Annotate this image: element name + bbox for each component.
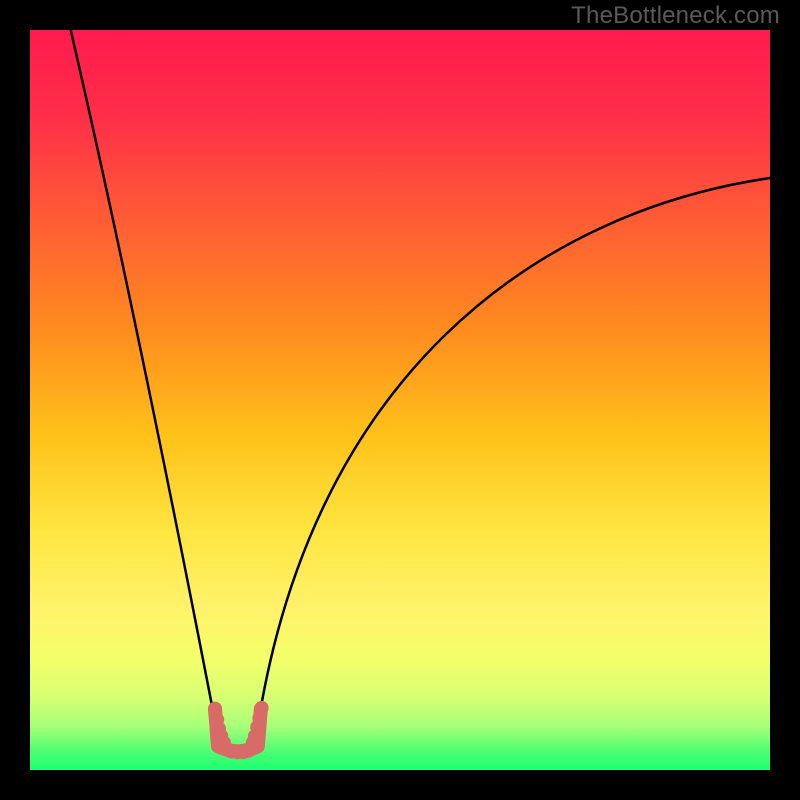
curve-left-branch — [71, 30, 219, 740]
curve-right-branch — [256, 178, 770, 740]
curve-layer — [30, 30, 770, 770]
watermark-text: TheBottleneck.com — [571, 2, 780, 30]
plot-area — [30, 30, 770, 770]
trough-marker-dot — [255, 701, 269, 715]
chart-stage: TheBottleneck.com — [0, 0, 800, 800]
